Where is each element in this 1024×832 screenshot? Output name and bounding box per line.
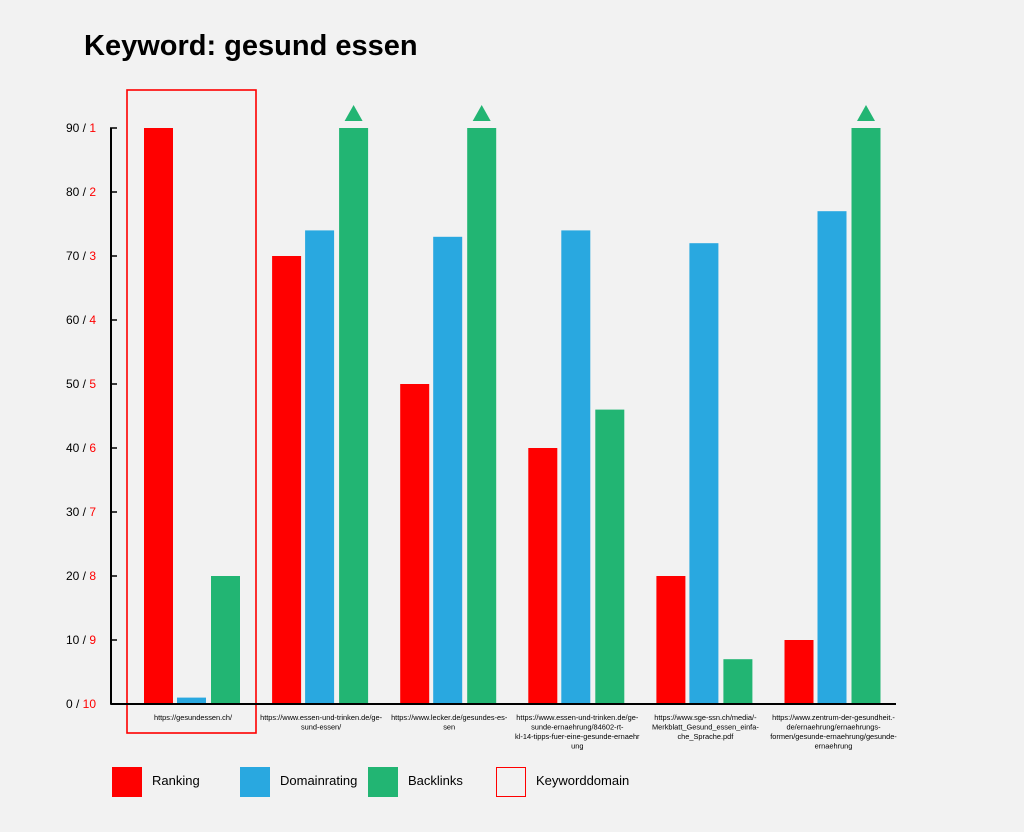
y-tick-label-60: 60 / 4 — [66, 313, 96, 327]
x-tick-label-5-line-1: https://www.sge-ssn.ch/media/- — [654, 713, 757, 722]
legend-swatch-keyworddomain — [496, 767, 526, 797]
y-tick-rank-2: 2 — [89, 185, 96, 199]
bar-backlinks-2 — [339, 128, 369, 704]
bar-ranking-3 — [400, 384, 430, 704]
bar-backlinks-4 — [595, 409, 625, 704]
y-tick-rank-1: 1 — [89, 121, 96, 135]
y-tick-value-60: 60 / — [66, 313, 89, 327]
y-tick-rank-10: 10 — [83, 697, 97, 711]
bar-ranking-1 — [144, 128, 173, 704]
x-tick-label-4-line-1: https://www.essen-und-trinken.de/ge- — [516, 713, 639, 722]
x-tick-label-2: https://www.essen-und-trinken.de/ge-sund… — [260, 713, 383, 732]
y-tick-rank-8: 8 — [89, 569, 96, 583]
y-tick-label-20: 20 / 8 — [66, 569, 96, 583]
bar-backlinks-3 — [467, 128, 497, 704]
bar-domainrating-6 — [817, 211, 847, 704]
bar-domainrating-1 — [177, 697, 206, 704]
legend-label-keyworddomain: Keyworddomain — [536, 773, 630, 788]
x-tick-label-2-line-2: sund-essen/ — [301, 723, 342, 732]
overflow-marker-6 — [857, 105, 875, 121]
y-tick-rank-3: 3 — [89, 249, 96, 263]
x-tick-label-5-line-2: Merkblatt_Gesund_essen_einfa- — [652, 723, 759, 732]
y-tick-label-30: 30 / 7 — [66, 505, 96, 519]
y-tick-rank-9: 9 — [89, 633, 96, 647]
chart-legend: Ranking Domainrating Backlinks Keyworddo… — [0, 766, 1024, 798]
x-tick-label-1: https://gesundessen.ch/ — [154, 713, 233, 722]
y-tick-value-30: 30 / — [66, 505, 89, 519]
y-tick-value-40: 40 / — [66, 441, 89, 455]
y-tick-value-0: 0 / — [66, 697, 83, 711]
y-tick-value-80: 80 / — [66, 185, 89, 199]
x-tick-label-4-line-3: kl-14-tipps-fuer-eine-gesunde-ernaehr — [515, 732, 640, 741]
y-tick-value-70: 70 / — [66, 249, 89, 263]
y-tick-value-20: 20 / — [66, 569, 89, 583]
x-tick-label-4: https://www.essen-und-trinken.de/ge-sund… — [515, 713, 640, 751]
x-tick-label-6: https://www.zentrum-der-gesundheit.-de/e… — [770, 713, 897, 751]
legend-label-domainrating: Domainrating — [280, 773, 358, 788]
y-tick-value-10: 10 / — [66, 633, 89, 647]
bar-domainrating-2 — [305, 230, 335, 704]
x-tick-label-2-line-1: https://www.essen-und-trinken.de/ge- — [260, 713, 383, 722]
x-tick-label-6-line-3: formen/gesunde-ernaehrung/gesunde- — [770, 732, 897, 741]
legend-swatch-domainrating — [240, 767, 270, 797]
bar-ranking-5 — [656, 576, 686, 704]
y-tick-rank-4: 4 — [89, 313, 96, 327]
y-tick-label-40: 40 / 6 — [66, 441, 96, 455]
bar-backlinks-1 — [211, 576, 240, 704]
overflow-marker-3 — [472, 105, 491, 121]
y-tick-rank-6: 6 — [89, 441, 96, 455]
y-tick-value-90: 90 / — [66, 121, 89, 135]
y-tick-label-80: 80 / 2 — [66, 185, 96, 199]
bar-domainrating-5 — [689, 243, 719, 704]
bar-ranking-2 — [272, 256, 302, 704]
legend-label-ranking: Ranking — [152, 773, 200, 788]
y-tick-rank-7: 7 — [89, 505, 96, 519]
x-tick-label-6-line-2: de/ernaehrung/ernaehrungs- — [786, 723, 881, 732]
keyworddomain-highlight-box — [126, 89, 257, 734]
x-tick-label-3-line-1: https://www.lecker.de/gesundes-es- — [391, 713, 508, 722]
x-tick-label-1-line-1: https://gesundessen.ch/ — [154, 713, 233, 722]
y-tick-label-10: 10 / 9 — [66, 633, 96, 647]
legend-label-backlinks: Backlinks — [408, 773, 463, 788]
y-tick-value-50: 50 / — [66, 377, 89, 391]
bar-backlinks-5 — [723, 659, 753, 704]
x-tick-label-4-line-2: sunde-ernaehrung/84602-rt- — [531, 723, 624, 732]
y-tick-rank-5: 5 — [89, 377, 96, 391]
legend-swatch-backlinks — [368, 767, 398, 797]
y-tick-label-70: 70 / 3 — [66, 249, 96, 263]
legend-swatch-ranking — [112, 767, 142, 797]
bar-domainrating-4 — [561, 230, 591, 704]
x-tick-label-3-line-2: sen — [443, 723, 455, 732]
overflow-marker-2 — [344, 105, 363, 121]
x-tick-label-5: https://www.sge-ssn.ch/media/-Merkblatt_… — [652, 713, 759, 741]
bar-backlinks-6 — [851, 128, 881, 704]
y-tick-label-90: 90 / 1 — [66, 121, 96, 135]
x-tick-label-3: https://www.lecker.de/gesundes-es-sen — [391, 713, 508, 732]
bar-ranking-4 — [528, 448, 558, 704]
bar-ranking-6 — [784, 640, 814, 704]
bar-domainrating-3 — [433, 236, 463, 705]
x-tick-label-6-line-1: https://www.zentrum-der-gesundheit.- — [772, 713, 895, 722]
y-tick-label-50: 50 / 5 — [66, 377, 96, 391]
x-tick-label-6-line-4: ernaehrung — [815, 742, 853, 751]
chart-title: Keyword: gesund essen — [84, 30, 418, 62]
x-tick-label-4-line-4: ung — [571, 742, 583, 751]
x-tick-label-5-line-3: che_Sprache.pdf — [677, 732, 734, 741]
y-tick-label-0: 0 / 10 — [66, 697, 96, 711]
